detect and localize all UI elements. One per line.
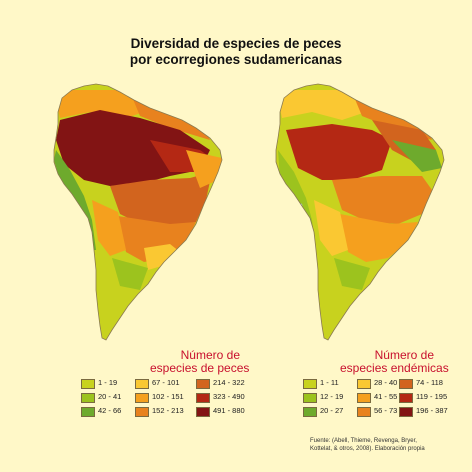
legend-swatch: [357, 393, 371, 403]
legend-swatch: [135, 393, 149, 403]
legend-left-title-line-2: especies de peces: [150, 361, 250, 375]
source-line-2: Kottelat, & otros, 2008). Elaboración pr…: [310, 446, 425, 452]
legend-right-title: Número de especies endémicas: [340, 348, 449, 375]
region-pampas: [112, 258, 148, 290]
legend-label: 491 - 880: [213, 406, 245, 415]
legend-right-title-line-2: especies endémicas: [340, 361, 449, 375]
legend-left-title: Número de especies de peces: [150, 348, 250, 375]
region-northeast: [392, 140, 442, 172]
legend-label: 56 - 73: [374, 406, 398, 415]
region-parana: [118, 216, 196, 262]
legend-label: 152 - 213: [152, 406, 184, 415]
legend-swatch: [81, 393, 95, 403]
region-northeast: [186, 150, 222, 188]
region-north-coast: [276, 90, 372, 120]
legend-label: 67 - 101: [152, 378, 180, 387]
legend-label: 196 - 387: [416, 406, 448, 415]
region-pampas: [334, 258, 370, 290]
legend-label: 74 - 118: [416, 378, 443, 387]
legend-label: 42 - 66: [98, 406, 122, 415]
legend-left-title-line-1: Número de: [180, 348, 240, 362]
legend-label: 20 - 41: [98, 392, 122, 401]
legend-label: 119 - 195: [416, 392, 448, 401]
legend-label: 41 - 55: [374, 392, 398, 401]
region-uruguay: [144, 244, 180, 270]
legend-label: 12 - 19: [320, 392, 344, 401]
legend-swatch: [399, 393, 413, 403]
region-central-brazil: [110, 172, 212, 226]
legend-label: 1 - 11: [320, 378, 339, 387]
legend-swatch: [357, 407, 371, 417]
legend-swatch: [357, 379, 371, 389]
region-amazon-core: [286, 124, 392, 180]
legend-swatch: [81, 379, 95, 389]
legend-label: 1 - 19: [98, 378, 118, 387]
legend-swatch: [196, 393, 210, 403]
region-bolivia: [314, 200, 348, 256]
legend-label: 214 - 322: [213, 378, 245, 387]
legend-swatch: [196, 379, 210, 389]
legend-swatch: [399, 379, 413, 389]
region-bolivia: [92, 200, 126, 256]
legend-label: 20 - 27: [320, 406, 344, 415]
region-north-coast: [54, 90, 150, 120]
legend-swatch: [303, 407, 317, 417]
region-central-brazil: [332, 176, 432, 224]
source-line-1: Fuente: (Abell, Thieme, Revenga, Bryer,: [310, 438, 417, 444]
legend-swatch: [303, 393, 317, 403]
legend-label: 323 - 490: [213, 392, 245, 401]
map-endemic-species: [275, 83, 445, 341]
legend-swatch: [399, 407, 413, 417]
region-parana: [340, 214, 418, 262]
title-line-2: por ecorregiones sudamericanas: [129, 52, 343, 67]
legend-swatch: [81, 407, 95, 417]
map-fish-species: [53, 83, 223, 341]
page-title: Diversidad de especies de peces por ecor…: [0, 36, 472, 68]
legend-swatch: [135, 407, 149, 417]
legend-swatch: [303, 379, 317, 389]
legend-label: 28 - 40: [374, 378, 398, 387]
legend-label: 102 - 151: [152, 392, 184, 401]
legend-swatch: [196, 407, 210, 417]
source-note: Fuente: (Abell, Thieme, Revenga, Bryer, …: [310, 437, 470, 453]
legend-right-title-line-1: Número de: [374, 348, 434, 362]
legend-swatch: [135, 379, 149, 389]
title-line-1: Diversidad de especies de peces: [130, 36, 342, 51]
